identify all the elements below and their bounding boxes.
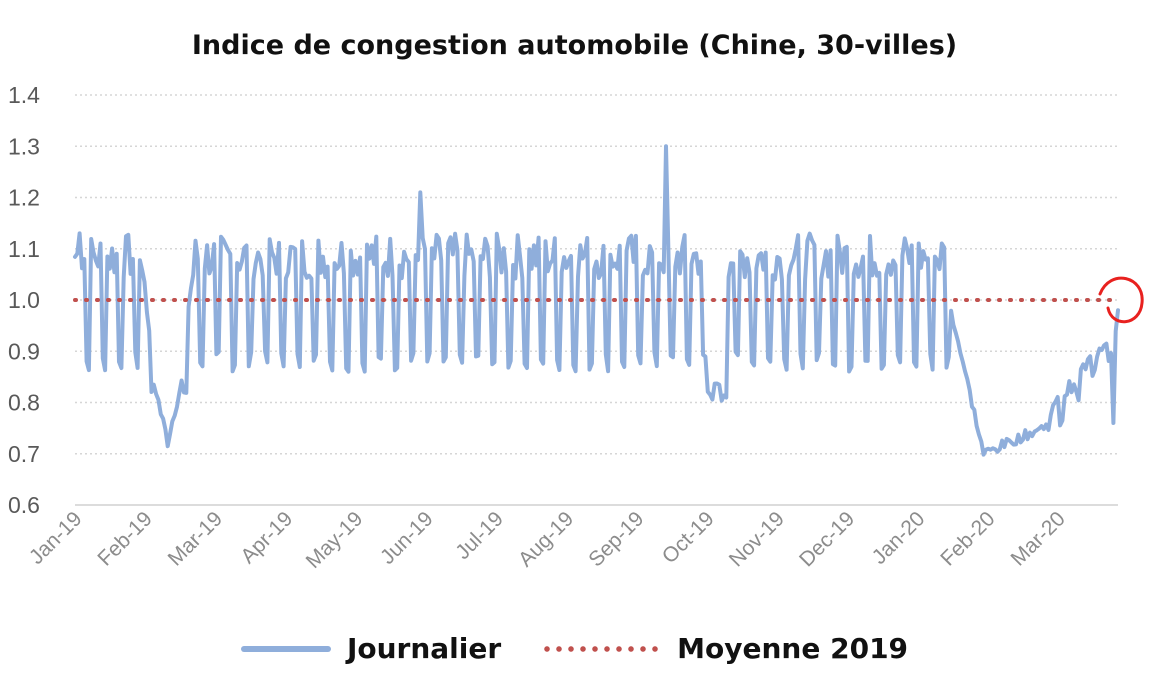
y-tick-label: 0.9	[8, 338, 40, 364]
legend-dotted-swatch	[541, 645, 662, 652]
x-tick-label: Feb-20	[936, 507, 999, 570]
x-tick-label: Jul-19	[451, 507, 508, 564]
x-tick-label: Feb-19	[93, 507, 156, 570]
series-journalier-line	[73, 144, 1120, 457]
y-tick-label: 1.4	[8, 82, 40, 108]
x-tick-label: Dec-19	[795, 507, 859, 571]
legend-item-mean: Moyenne 2019	[501, 632, 908, 665]
x-tick-label: Sep-19	[584, 507, 648, 571]
x-tick-label: Jan-20	[868, 507, 930, 569]
x-tick-label: Aug-19	[514, 507, 578, 571]
x-tick-label: Jun-19	[376, 507, 438, 569]
x-tick-label: May-19	[302, 507, 368, 573]
x-tick-label: Apr-19	[236, 507, 297, 568]
y-tick-label: 1.1	[8, 236, 40, 262]
x-tick-label: Mar-20	[1007, 507, 1070, 570]
annotation-circle	[1098, 276, 1144, 324]
x-tick-label: Mar-19	[164, 507, 227, 570]
y-tick-label: 0.6	[8, 492, 40, 518]
y-tick-label: 1.0	[8, 287, 40, 313]
chart-plot-area: 0.6 0.7 0.8 0.9 1.0 1.1 1.2 1.3 1.4 Jan-19 Feb-19…	[8, 82, 1144, 573]
gridlines	[75, 94, 1118, 506]
x-tick-label: Oct-19	[658, 507, 719, 568]
y-tick-label: 0.8	[8, 390, 40, 416]
legend: Journalier Moyenne 2019	[0, 632, 1149, 665]
annotation-layer	[1098, 276, 1144, 324]
y-tick-label: 1.3	[8, 133, 40, 159]
y-axis-ticks: 0.6 0.7 0.8 0.9 1.0 1.1 1.2 1.3 1.4	[8, 82, 40, 518]
series-layer	[73, 144, 1120, 457]
legend-label-mean: Moyenne 2019	[677, 632, 909, 665]
legend-label-daily: Journalier	[346, 632, 502, 665]
chart-title: Indice de congestion automobile (Chine, …	[191, 30, 958, 61]
y-tick-label: 1.2	[8, 185, 40, 211]
legend-line-swatch	[240, 645, 331, 652]
legend-item-daily: Journalier	[240, 632, 502, 665]
x-tick-label: Nov-19	[725, 507, 789, 571]
x-axis-ticks: Jan-19 Feb-19 Mar-19 Apr-19 May-19 Jun-19 Jul-…	[25, 507, 1070, 573]
y-tick-label: 0.7	[8, 441, 40, 467]
